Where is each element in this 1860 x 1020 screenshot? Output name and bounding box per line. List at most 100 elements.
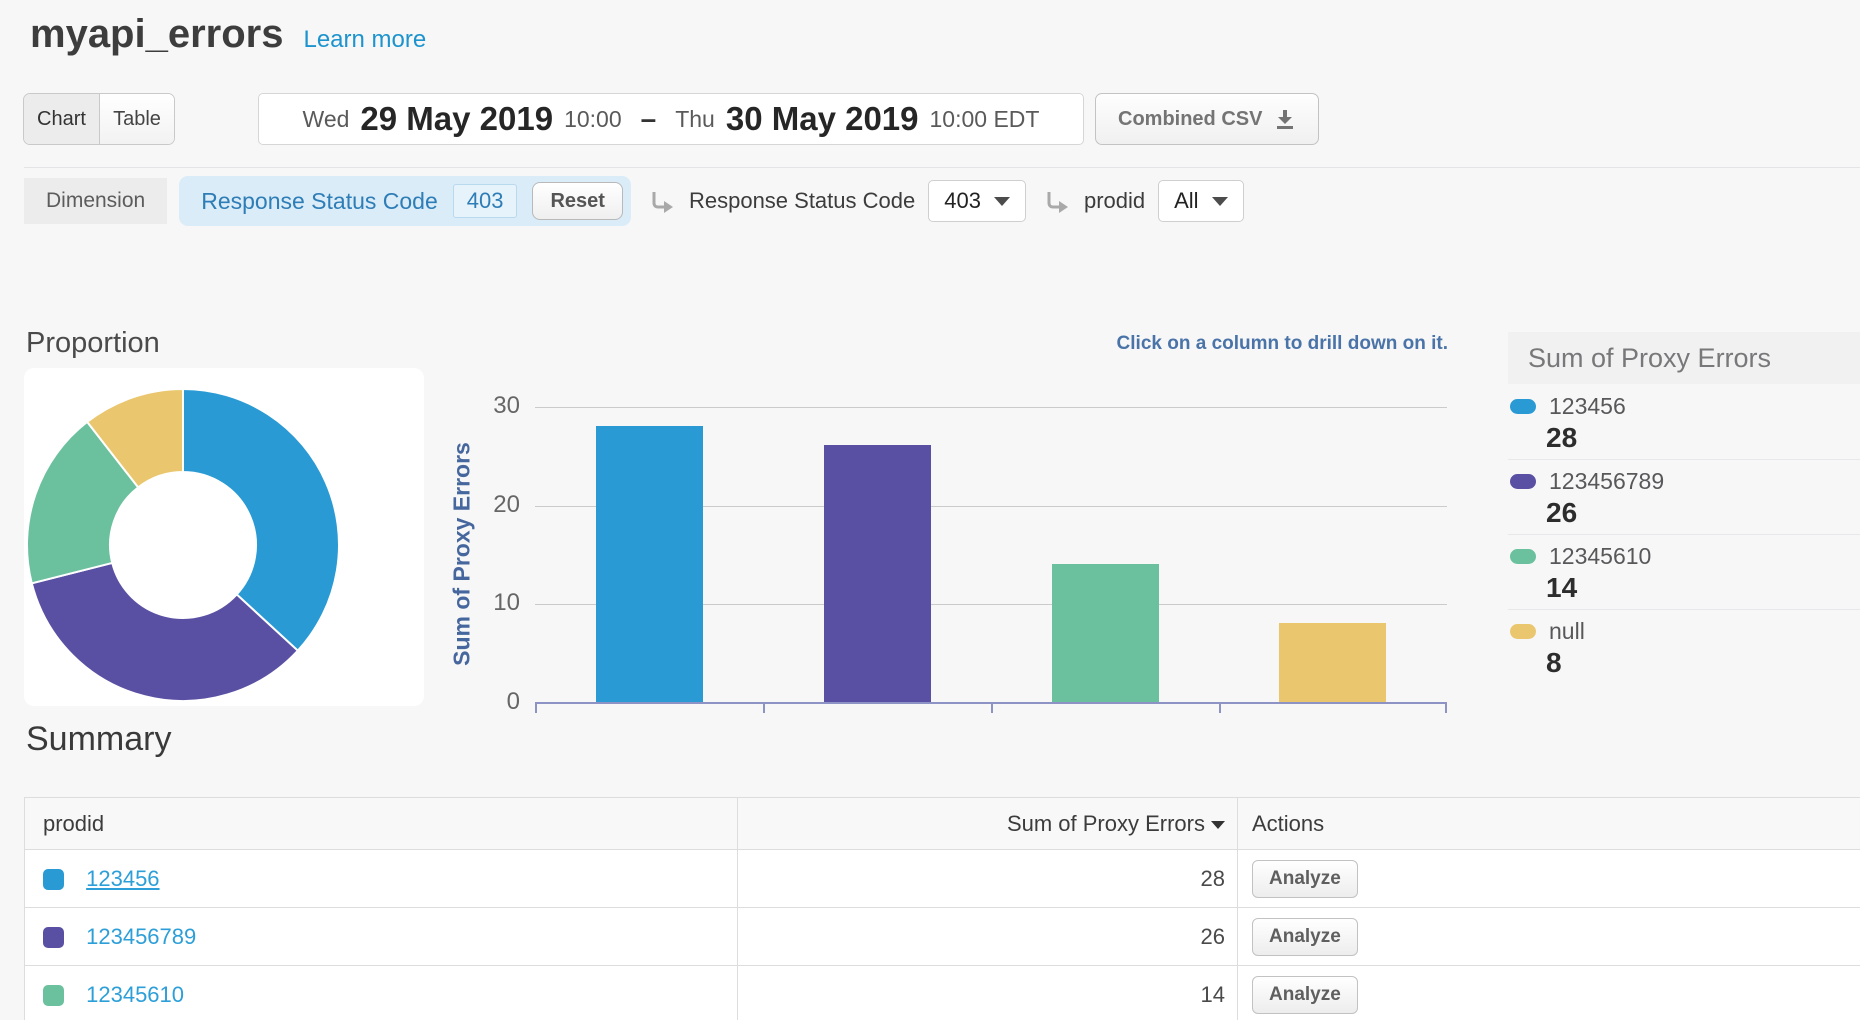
- table-row: 123456 28 Analyze: [24, 849, 1860, 908]
- table-view-button[interactable]: Table: [99, 94, 174, 144]
- row-value: 28: [737, 849, 1238, 908]
- table-header-row: prodid Sum of Proxy Errors Actions: [24, 797, 1860, 850]
- csv-button-label: Combined CSV: [1118, 107, 1263, 130]
- row-value: 14: [737, 965, 1238, 1020]
- dimension-bar: Dimension Response Status Code 403 Reset…: [24, 176, 1244, 226]
- gridline: [535, 407, 1447, 408]
- x-axis-tick: [1445, 704, 1447, 713]
- end-date: 30 May 2019: [725, 100, 919, 137]
- caret-down-icon: [993, 196, 1010, 206]
- donut-slice-null[interactable]: [85, 387, 184, 489]
- y-axis-label: Sum of Proxy Errors: [448, 442, 475, 666]
- start-time: 10:00: [564, 105, 622, 132]
- x-axis-tick: [991, 704, 993, 713]
- start-date: 29 May 2019: [360, 100, 554, 137]
- proportion-title: Proportion: [26, 327, 160, 359]
- drilldown-group-status-code: Response Status Code 403: [648, 180, 1026, 222]
- table-row: 12345610 14 Analyze: [24, 965, 1860, 1020]
- analyze-button[interactable]: Analyze: [1252, 917, 1358, 956]
- series-color-swatch-icon: [43, 927, 64, 949]
- series-color-swatch-icon: [1510, 399, 1536, 414]
- x-axis-line: [535, 702, 1447, 704]
- combined-csv-button[interactable]: Combined CSV: [1095, 93, 1320, 145]
- series-color-swatch-icon: [1510, 624, 1536, 639]
- x-axis-tick: [535, 704, 537, 713]
- legend-item: 12345610 14: [1508, 535, 1860, 610]
- filter-name: Response Status Code: [201, 187, 438, 214]
- proportion-donut-panel: [24, 368, 424, 706]
- prodid-link[interactable]: 12345610: [86, 981, 185, 1007]
- row-value: 26: [737, 907, 1238, 966]
- date-range-picker[interactable]: Wed 29 May 2019 10:00 – Thu 30 May 2019 …: [258, 93, 1084, 145]
- bar-null[interactable]: [1279, 623, 1386, 702]
- column-header-sum-of-proxy-errors[interactable]: Sum of Proxy Errors: [737, 797, 1238, 850]
- x-axis-tick: [763, 704, 765, 713]
- filter-value-badge: 403: [452, 184, 518, 218]
- caret-down-icon: [1211, 196, 1228, 206]
- y-tick-label: 0: [506, 688, 520, 715]
- legend-value: 8: [1546, 647, 1562, 678]
- donut-chart: [26, 387, 340, 702]
- chart-table-toggle: Chart Table: [23, 93, 175, 145]
- x-axis-tick: [1219, 704, 1221, 713]
- drill-down-arrow-icon: [652, 192, 673, 213]
- chart-view-button[interactable]: Chart: [24, 94, 99, 144]
- summary-title: Summary: [26, 720, 172, 758]
- series-color-swatch-icon: [1510, 549, 1536, 564]
- donut-slice-123456789[interactable]: [30, 561, 300, 702]
- legend-item: 123456789 26: [1508, 460, 1860, 535]
- reset-button[interactable]: Reset: [532, 182, 623, 220]
- prodid-selected-value: All: [1174, 188, 1199, 213]
- column-header-prodid: prodid: [24, 797, 738, 850]
- status-code-selected-value: 403: [944, 188, 981, 213]
- prodid-select[interactable]: All: [1158, 180, 1244, 222]
- bar-123456[interactable]: [596, 426, 703, 702]
- analyze-button[interactable]: Analyze: [1252, 859, 1358, 898]
- start-day: Wed: [302, 105, 350, 132]
- bar-123456789[interactable]: [824, 445, 931, 702]
- dimension-label: Dimension: [24, 178, 168, 224]
- column-header-actions: Actions: [1237, 797, 1860, 850]
- legend-label: null: [1549, 618, 1585, 644]
- legend-value: 28: [1546, 422, 1578, 453]
- legend-item: 123456 28: [1508, 385, 1860, 460]
- gridline: [535, 506, 1447, 507]
- donut-slice-123456[interactable]: [182, 387, 340, 653]
- prodid-link[interactable]: 123456: [86, 865, 160, 891]
- learn-more-link[interactable]: Learn more: [303, 26, 427, 53]
- end-time: 10:00 EDT: [929, 105, 1040, 132]
- series-color-swatch-icon: [43, 985, 64, 1007]
- drilldown-name: prodid: [1083, 188, 1146, 213]
- legend-label: 12345610: [1549, 543, 1652, 569]
- drill-down-arrow-icon: [1047, 192, 1068, 213]
- download-icon: [1277, 110, 1294, 129]
- status-code-select[interactable]: 403: [928, 180, 1026, 222]
- legend-value: 14: [1546, 572, 1578, 603]
- gridline: [535, 604, 1447, 605]
- legend-title: Sum of Proxy Errors: [1508, 332, 1860, 384]
- y-tick-label: 20: [493, 491, 520, 518]
- legend-item: null 8: [1508, 610, 1860, 684]
- toolbar-divider: [24, 167, 1860, 168]
- series-color-swatch-icon: [1510, 474, 1536, 489]
- summary-table: prodid Sum of Proxy Errors Actions 12345…: [24, 797, 1860, 1020]
- toolbar: Chart Table Wed 29 May 2019 10:00 – Thu …: [0, 93, 1860, 147]
- bar-12345610[interactable]: [1052, 564, 1159, 702]
- table-row: 123456789 26 Analyze: [24, 907, 1860, 966]
- legend-label: 123456789: [1549, 468, 1665, 494]
- bar-chart-plot: [535, 406, 1447, 702]
- legend-value: 26: [1546, 497, 1578, 528]
- analyze-button[interactable]: Analyze: [1252, 975, 1358, 1014]
- y-tick-label: 10: [493, 589, 520, 616]
- drilldown-name: Response Status Code: [688, 188, 916, 213]
- drilldown-hint: Click on a column to drill down on it.: [1116, 333, 1448, 354]
- prodid-link[interactable]: 123456789: [86, 923, 197, 949]
- active-filter-chip: Response Status Code 403 Reset: [179, 176, 631, 226]
- date-range-separator: –: [640, 103, 657, 134]
- series-color-swatch-icon: [43, 869, 64, 891]
- donut-slice-12345610[interactable]: [26, 420, 140, 585]
- page-header: myapi_errors Learn more: [30, 12, 426, 57]
- legend: 123456 28 123456789 26 12345610 14 null …: [1508, 385, 1860, 684]
- end-day: Thu: [675, 105, 715, 132]
